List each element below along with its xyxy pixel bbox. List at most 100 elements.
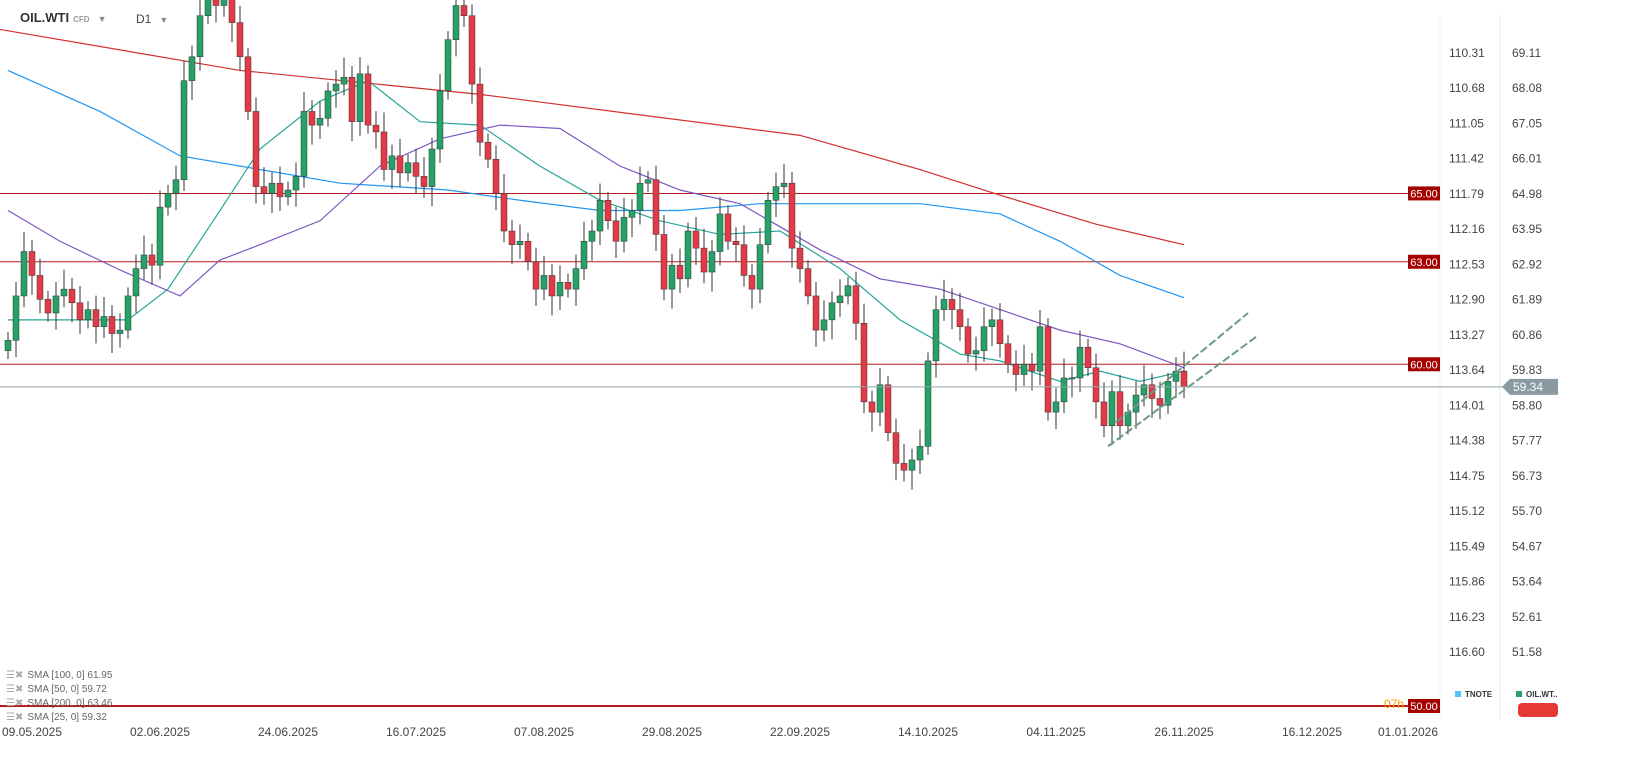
x-axis-tick: 04.11.2025 (1026, 725, 1085, 739)
symbol-selector[interactable]: OIL.WTI CFD ▼ (20, 10, 106, 25)
candle-body (996, 319, 1004, 345)
left-axis-tick: 114.75 (1449, 469, 1485, 483)
candle-body (420, 176, 428, 187)
price-level-label: 63.00 (1410, 257, 1438, 269)
candle-body (108, 316, 116, 334)
settings-close-icon[interactable]: ☰✖ (6, 670, 24, 681)
right-axis-tick: 66.01 (1512, 152, 1542, 166)
indicator-sma-25[interactable]: ☰✖ SMA [25, 0] 59.32 (6, 712, 107, 723)
candle-body (700, 247, 708, 273)
right-axis-tick: 56.73 (1512, 469, 1542, 483)
chevron-down-icon: ▼ (97, 14, 107, 24)
settings-close-icon[interactable]: ☰✖ (6, 712, 24, 723)
candle-body (884, 384, 892, 433)
candle-body (500, 193, 508, 232)
candle-body (836, 295, 844, 304)
candle-body (756, 244, 764, 290)
candle-body (524, 241, 532, 263)
candle-body (1164, 381, 1172, 406)
candle-body (260, 186, 268, 194)
candle-body (116, 329, 124, 334)
candle-body (60, 288, 68, 297)
timeframe-selector[interactable]: D1 ▼ (136, 12, 168, 26)
candle-body (212, 0, 220, 6)
candle-body (68, 288, 76, 304)
candle-body (924, 360, 932, 447)
candle-body (1004, 343, 1012, 365)
candle-body (868, 401, 876, 413)
x-axis-tick: 02.06.2025 (130, 725, 190, 739)
right-axis-tick: 68.08 (1512, 81, 1542, 95)
price-level-label-bg (1408, 698, 1440, 713)
candle-body (820, 319, 828, 331)
candle-body (1092, 367, 1100, 403)
candle-body (684, 230, 692, 280)
settings-close-icon[interactable]: ☰✖ (6, 684, 24, 695)
candle-body (28, 251, 36, 276)
right-axis-tick: 58.80 (1512, 398, 1542, 412)
candle-body (932, 309, 940, 362)
candle-body (652, 179, 660, 235)
candle-body (1100, 401, 1108, 427)
left-axis-tick: 116.23 (1449, 610, 1485, 624)
settings-close-icon[interactable]: ☰✖ (6, 698, 24, 709)
x-axis-tick: 09.05.2025 (2, 725, 62, 739)
candle-body (452, 5, 460, 40)
x-axis-tick: 16.07.2025 (386, 725, 446, 739)
candle-body (356, 73, 364, 122)
candle-body (156, 206, 164, 266)
candle-body (396, 155, 404, 174)
candle-body (956, 309, 964, 327)
x-axis-tick: 16.12.2025 (1282, 725, 1342, 739)
candle-body (588, 230, 596, 242)
candle-body (676, 264, 684, 280)
indicator-sma-100[interactable]: ☰✖ SMA [100, 0] 61.95 (6, 670, 113, 681)
last-price-label: 59.34 (1513, 380, 1543, 394)
indicator-sma-50[interactable]: ☰✖ SMA [50, 0] 59.72 (6, 684, 107, 695)
candle-body (812, 295, 820, 331)
x-axis-tick: 01.01.2026 (1378, 725, 1438, 739)
right-axis-tick: 64.98 (1512, 187, 1542, 201)
left-axis-tick: 111.05 (1449, 116, 1484, 130)
candle-body (140, 254, 148, 269)
left-axis-tick: 112.53 (1449, 257, 1485, 271)
candle-body (204, 0, 212, 17)
candle-body (52, 295, 60, 314)
x-axis-tick: 29.08.2025 (642, 725, 702, 739)
candle-body (1180, 370, 1188, 388)
candle-body (532, 261, 540, 290)
candle-body (324, 90, 332, 119)
candle-body (180, 80, 188, 181)
right-axis-tick: 55.70 (1512, 504, 1542, 518)
x-axis-tick: 07.08.2025 (514, 725, 574, 739)
left-axis-tick: 110.31 (1449, 46, 1485, 60)
candle-body (460, 5, 468, 17)
legend-tnote: TNOTE (1455, 690, 1492, 699)
candle-body (612, 220, 620, 242)
indicator-sma-200[interactable]: ☰✖ SMA [200, 0] 63.46 (6, 698, 113, 709)
right-axis-tick: 54.67 (1512, 539, 1542, 553)
candle-body (708, 251, 716, 273)
candle-body (1012, 364, 1020, 375)
candle-body (36, 275, 44, 300)
candle-body (244, 56, 252, 112)
candle-body (556, 282, 564, 297)
sell-button[interactable] (1518, 703, 1558, 717)
candle-body (900, 463, 908, 471)
candle-body (772, 186, 780, 201)
candle-body (916, 446, 924, 461)
candle-body (188, 56, 196, 81)
candle-body (308, 111, 316, 126)
legend-oil: OIL.WT.. (1516, 690, 1558, 699)
timeframe-label: D1 (136, 12, 152, 26)
candle-body (860, 323, 868, 403)
candle-body (940, 299, 948, 310)
left-axis-tick: 112.16 (1449, 222, 1485, 236)
candle-body (780, 182, 788, 187)
right-axis-tick: 67.05 (1512, 116, 1542, 130)
left-axis-tick: 115.86 (1449, 575, 1485, 589)
candle-body (428, 148, 436, 187)
right-axis-tick: 69.11 (1512, 46, 1541, 60)
candle-body (1052, 401, 1060, 413)
